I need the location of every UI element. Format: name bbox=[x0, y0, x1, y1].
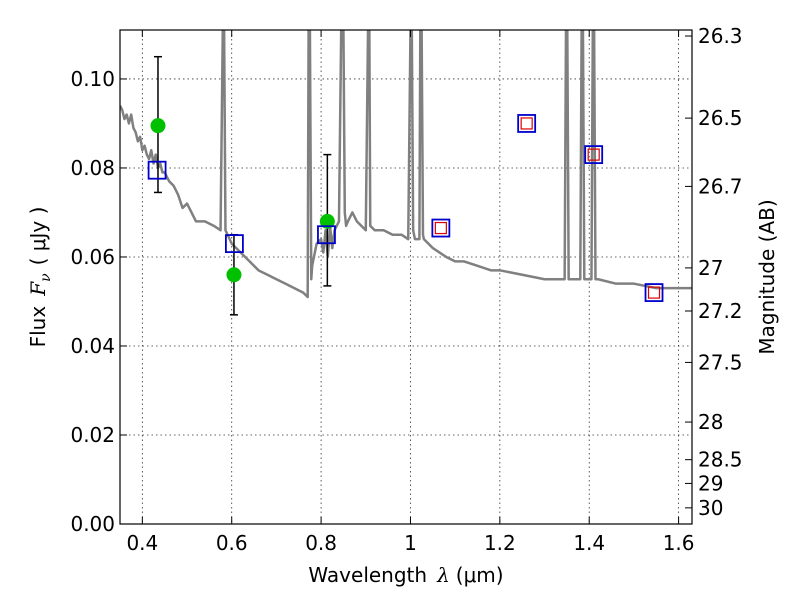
model-point-inner bbox=[647, 286, 661, 299]
y2-tick-label: 27.5 bbox=[698, 350, 743, 374]
y2-tick-label: 28 bbox=[698, 410, 723, 434]
y-tick-label: 0.08 bbox=[70, 156, 115, 180]
y-tick-label: 0.06 bbox=[70, 245, 115, 269]
model-spectrum-line bbox=[120, 30, 692, 299]
x-tick-label: 0.6 bbox=[216, 531, 248, 555]
plot-frame bbox=[119, 29, 693, 525]
model-point-inner bbox=[434, 221, 447, 235]
y-tick-label: 0.02 bbox=[70, 423, 115, 447]
x-tick-label: 1 bbox=[404, 531, 417, 555]
model-spectrum-layer bbox=[120, 30, 692, 299]
y2-tick-label: 26.5 bbox=[698, 106, 743, 130]
y2-tick-label: 28.5 bbox=[698, 448, 743, 472]
y2-tick-label: 26.3 bbox=[698, 24, 743, 48]
x-tick-label: 0.8 bbox=[305, 531, 337, 555]
y2-tick-label: 27.2 bbox=[698, 299, 743, 323]
series-square-open bbox=[147, 160, 336, 254]
series-square-open-double bbox=[431, 114, 664, 302]
y2-tick-label: 29 bbox=[698, 471, 723, 495]
model-point-inner bbox=[587, 148, 600, 161]
y-tick-label: 0.04 bbox=[70, 334, 115, 358]
model-point-inner bbox=[520, 117, 533, 130]
data-points-layer bbox=[147, 55, 664, 316]
model-point-outer bbox=[584, 145, 604, 165]
y2-axis-title: Magnitude (AB) bbox=[755, 199, 779, 354]
x-tick-label: 1.2 bbox=[484, 531, 516, 555]
y-axis-left: 0.00 0.02 0.04 0.06 0.08 0.10 bbox=[70, 67, 127, 536]
observed-point bbox=[319, 213, 335, 229]
y2-tick-label: 27 bbox=[698, 256, 723, 280]
model-point-outer bbox=[431, 218, 451, 238]
x-axis: 0.4 0.6 0.8 1 1.2 1.4 1.6 bbox=[126, 30, 695, 555]
x-axis-title: Wavelength λ (μm) bbox=[308, 563, 503, 587]
x-tick-label: 1.6 bbox=[663, 531, 695, 555]
observed-point bbox=[150, 118, 166, 134]
model-point-outer bbox=[644, 283, 664, 302]
grid-lines bbox=[120, 30, 692, 525]
y-axis-title: FluxFν( μJy ) bbox=[26, 207, 54, 348]
x-tick-label: 0.4 bbox=[126, 531, 158, 555]
y2-tick-label: 30 bbox=[698, 496, 723, 520]
model-point-outer bbox=[517, 114, 537, 133]
model-point bbox=[317, 225, 336, 245]
y-tick-label: 0.10 bbox=[70, 67, 115, 91]
model-point bbox=[224, 234, 244, 254]
x-tick-label: 1.4 bbox=[573, 531, 605, 555]
model-point bbox=[147, 160, 167, 180]
observed-point bbox=[226, 267, 242, 283]
y-tick-label: 0.00 bbox=[70, 512, 115, 536]
y2-tick-label: 26.7 bbox=[698, 174, 743, 198]
